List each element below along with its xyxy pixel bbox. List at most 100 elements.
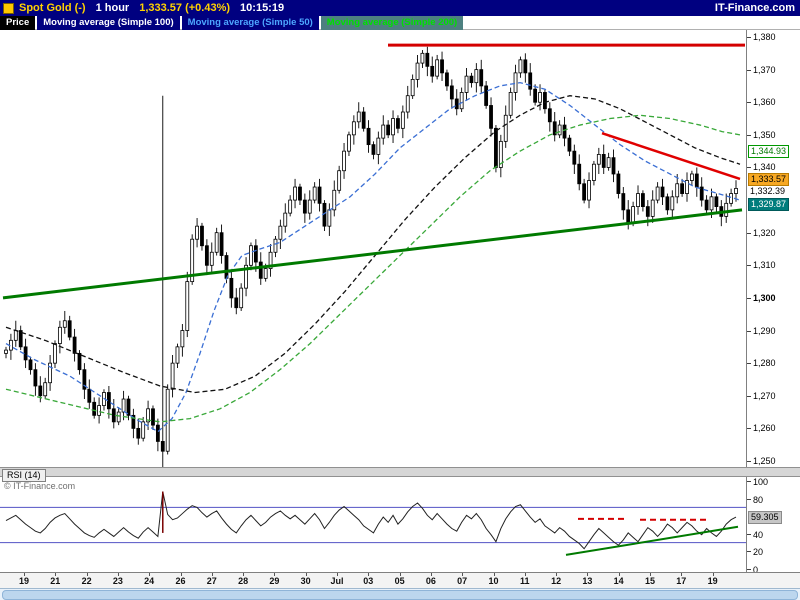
time-axis-label: 06 — [425, 576, 436, 586]
copyright-watermark: © IT-Finance.com — [4, 481, 76, 491]
time-axis-label: 07 — [457, 576, 468, 586]
rsi-axis-label: 20 — [753, 547, 764, 558]
indicator-tabs: Price Moving average (Simple 100) Moving a… — [0, 16, 800, 30]
price-chart-canvas[interactable] — [0, 30, 746, 467]
brand-logo: IT-Finance.com — [714, 2, 795, 14]
time-axis-label: Jul — [330, 576, 344, 586]
price-axis-label: 1,270 — [753, 390, 776, 401]
rsi-panel[interactable] — [0, 477, 746, 572]
time-axis-label: 03 — [363, 576, 374, 586]
axis-tick — [747, 428, 751, 430]
axis-tick — [747, 134, 751, 136]
price-badge: 1,329.87 — [748, 197, 790, 211]
time-axis-tick — [587, 573, 589, 576]
time-axis-label: 15 — [644, 576, 655, 586]
time-axis-label: 22 — [81, 576, 92, 586]
axis-tick — [747, 330, 751, 332]
time-axis-label: 13 — [582, 576, 593, 586]
time-axis-tick — [86, 573, 88, 576]
instrument-icon — [3, 2, 14, 14]
time-axis-tick — [211, 573, 213, 576]
time-axis-label: 17 — [676, 576, 687, 586]
price-axis-label: 1,320 — [753, 227, 776, 238]
axis-tick — [747, 69, 751, 71]
axis-tick — [747, 461, 751, 462]
tab-moving-average-simple-100-[interactable]: Moving average (Simple 100) — [37, 16, 180, 30]
time-axis-label: 28 — [238, 576, 249, 586]
time-axis-tick — [149, 573, 151, 576]
rsi-axis-label: 0 — [753, 565, 759, 575]
rsi-chart-canvas[interactable] — [0, 477, 746, 572]
time-axis-label: 23 — [112, 576, 123, 586]
axis-tick — [747, 102, 751, 104]
rsi-axis-label: 40 — [753, 529, 764, 540]
rsi-axis[interactable]: 100 80 40 20 0 59.305 — [746, 477, 800, 575]
axis-tick — [747, 167, 751, 169]
price-axis-label: 1,260 — [753, 423, 776, 434]
time-axis-label: 30 — [300, 576, 311, 586]
rsi-axis-label: 80 — [753, 494, 764, 505]
time-axis-tick — [24, 573, 25, 576]
price-chart-area[interactable]: © IT-Finance.com — [0, 30, 746, 491]
price-axis[interactable]: 1,380 1,370 1,360 1,350 1,340 1,320 1,310 1,300… — [746, 30, 800, 467]
axis-tick — [747, 498, 751, 500]
price-axis-label: 1,370 — [753, 64, 776, 75]
time-axis-tick — [430, 573, 432, 576]
time-axis-label: 14 — [613, 576, 624, 586]
tab-moving-average-simple-200-[interactable]: Moving average (Simple 200) — [320, 16, 464, 30]
scrollbar-thumb[interactable] — [2, 590, 798, 600]
timeline-scrollbar[interactable] — [0, 588, 800, 600]
time-axis-label: 24 — [144, 576, 155, 586]
axis-tick — [747, 569, 751, 570]
price-axis-label: 1,250 — [753, 456, 776, 466]
time-axis-tick — [524, 573, 526, 576]
panel-divider — [0, 467, 800, 477]
time-axis-tick — [493, 573, 495, 576]
axis-tick — [747, 395, 751, 397]
timeframe-label: 1 hour — [95, 2, 130, 14]
time-axis-label: 19 — [18, 576, 29, 586]
axis-tick — [747, 265, 751, 267]
time-axis-label: 05 — [394, 576, 405, 586]
rsi-indicator-label[interactable]: RSI (14) — [2, 469, 46, 482]
price-axis-label: 1,380 — [753, 32, 776, 42]
price-badge: 1,344.93 — [748, 145, 790, 159]
axis-tick — [747, 232, 751, 234]
clock: 10:15:19 — [240, 2, 285, 14]
axis-tick — [747, 297, 751, 299]
time-axis-tick — [462, 573, 464, 576]
time-axis-tick — [681, 573, 683, 576]
axis-tick — [747, 37, 751, 38]
axis-tick — [747, 481, 751, 482]
price-badge: 1,332.39 — [748, 186, 788, 198]
price-axis-label: 1,280 — [753, 358, 776, 369]
time-axis-tick — [337, 573, 338, 576]
time-axis-label: 19 — [707, 576, 718, 586]
time-axis[interactable]: 19 21 22 23 24 26 27 28 29 30 Jul 03 05 06 07 10 11 12 13 1… — [0, 572, 800, 588]
price-badge: 1,333.57 — [748, 173, 790, 187]
time-axis-label: 10 — [488, 576, 499, 586]
title-bar: Spot Gold (-) 1 hour 1,333.57 (+0.43%) 1… — [0, 0, 800, 16]
tab-moving-average-simple-50-[interactable]: Moving average (Simple 50) — [181, 16, 319, 30]
axis-tick — [747, 363, 751, 365]
time-axis-tick — [55, 573, 57, 576]
time-axis-label: 12 — [551, 576, 562, 586]
time-axis-tick — [618, 573, 620, 576]
rsi-axis-label: 100 — [753, 477, 769, 487]
last-price-change: 1,333.57 (+0.43%) — [139, 2, 231, 14]
price-axis-label: 1,310 — [753, 260, 776, 271]
price-axis-label: 1,340 — [753, 162, 776, 173]
axis-tick — [747, 533, 751, 535]
time-axis-tick — [274, 573, 276, 576]
time-axis-tick — [180, 573, 182, 576]
time-axis-tick — [650, 573, 651, 576]
time-axis-label: 29 — [269, 576, 280, 586]
rsi-badge: 59.305 — [748, 510, 782, 524]
time-axis-tick — [399, 573, 401, 576]
price-axis-label: 1,360 — [753, 97, 776, 108]
tab-price[interactable]: Price — [0, 16, 36, 30]
price-axis-label: 1,300 — [753, 292, 776, 303]
price-axis-label: 1,290 — [753, 325, 776, 336]
time-axis-label: 11 — [520, 576, 530, 586]
price-axis-label: 1,350 — [753, 129, 776, 140]
